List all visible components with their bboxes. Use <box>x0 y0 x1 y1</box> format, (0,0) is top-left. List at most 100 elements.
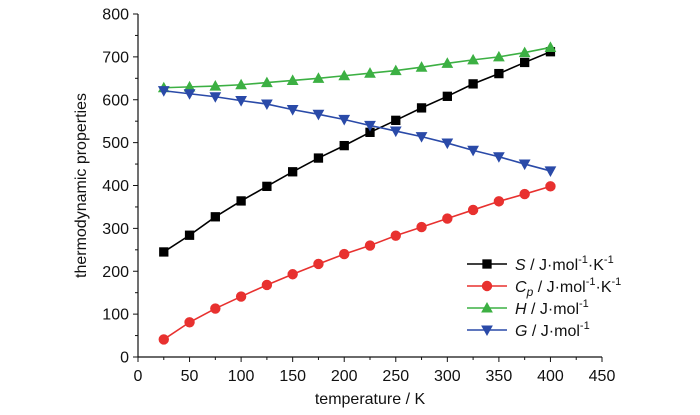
legend-marker <box>481 325 493 337</box>
data-point-Cp <box>390 230 401 241</box>
legend-item-S: S / J·mol-1·K-1 <box>467 254 614 274</box>
x-tick-label: 0 <box>134 368 143 385</box>
data-point-G <box>312 109 325 121</box>
axes <box>137 14 602 358</box>
data-point-Cp <box>364 240 376 251</box>
data-point-H <box>441 57 454 68</box>
data-point-G <box>157 86 170 97</box>
data-point-Cp <box>467 204 479 216</box>
data-point-H <box>518 46 531 58</box>
data-point-H <box>286 74 299 86</box>
y-tick-label: 600 <box>102 92 129 109</box>
data-point-H <box>389 64 402 76</box>
series-layer <box>157 41 557 345</box>
x-tick-label: 350 <box>486 368 513 385</box>
series-line-Cp <box>163 185 551 341</box>
data-point-G <box>209 92 222 103</box>
data-point-Cp <box>261 279 273 291</box>
series-line-H <box>163 46 551 89</box>
series-line-G <box>163 89 551 172</box>
legend-label: Cp / J·mol-1·K-1 <box>515 276 621 299</box>
legend-label: S / J·mol-1·K-1 <box>515 254 614 274</box>
data-point-Cp <box>545 181 556 192</box>
x-tick-label: 300 <box>434 368 461 385</box>
data-point-H <box>338 69 351 81</box>
y-tick-label: 0 <box>120 350 129 367</box>
legend: S / J·mol-1·K-1Cp / J·mol-1·K-1H / J·mol… <box>467 254 621 340</box>
y-tick-label: 700 <box>102 49 129 66</box>
data-point-H <box>312 72 325 83</box>
data-point-G <box>518 159 531 171</box>
y-tick-label: 200 <box>102 264 129 281</box>
data-point-S <box>391 115 401 125</box>
y-axis-ticks: 0 100 200 300 400 500 600 700 800 <box>102 7 138 367</box>
data-point-G <box>364 120 376 132</box>
data-point-H <box>415 61 428 72</box>
legend-label: H / J·mol-1 <box>515 298 589 318</box>
x-tick-label: 450 <box>589 368 616 385</box>
data-point-Cp <box>287 269 298 280</box>
data-point-G <box>338 114 351 126</box>
data-point-S <box>184 230 195 240</box>
data-point-H <box>235 78 247 90</box>
x-tick-label: 50 <box>181 368 199 385</box>
data-point-S <box>262 181 272 192</box>
data-point-S <box>442 91 452 101</box>
y-tick-label: 500 <box>102 135 129 152</box>
y-tick-label: 100 <box>102 307 129 324</box>
data-point-H <box>544 41 557 53</box>
x-tick-label: 200 <box>331 368 358 385</box>
y-tick-label: 300 <box>102 221 129 238</box>
data-point-Cp <box>493 196 505 207</box>
data-point-G <box>286 105 299 116</box>
y-axis-title: thermodynamic properties <box>73 93 90 278</box>
data-point-G <box>544 166 557 177</box>
data-point-S <box>416 103 427 113</box>
data-point-S <box>313 153 324 163</box>
y-tick-label: 800 <box>102 7 129 24</box>
legend-marker <box>481 280 493 292</box>
data-point-Cp <box>210 303 221 314</box>
y-tick-label: 400 <box>102 178 129 195</box>
x-tick-label: 150 <box>279 368 306 385</box>
data-point-S <box>520 57 530 68</box>
data-point-S <box>339 140 349 151</box>
x-tick-label: 100 <box>228 368 255 385</box>
legend-item-G: G / J·mol-1 <box>467 320 590 340</box>
legend-marker <box>482 259 492 269</box>
data-point-Cp <box>339 248 350 260</box>
series-H <box>157 41 557 93</box>
legend-marker <box>481 301 493 313</box>
series-line-S <box>163 50 551 253</box>
x-tick-label: 250 <box>382 368 409 385</box>
legend-label: G / J·mol-1 <box>515 320 590 340</box>
data-point-Cp <box>416 221 427 233</box>
x-axis-title: temperature / K <box>315 391 426 408</box>
data-point-H <box>364 67 376 78</box>
x-axis-ticks: 0 50 100 150 200 250 300 350 400 450 <box>134 357 616 385</box>
data-point-Cp <box>184 317 195 328</box>
data-point-Cp <box>235 291 247 302</box>
data-point-Cp <box>519 188 530 200</box>
data-point-S <box>159 247 169 257</box>
legend-item-Cp: Cp / J·mol-1·K-1 <box>467 276 621 299</box>
data-point-Cp <box>442 213 453 224</box>
data-point-G <box>493 152 505 163</box>
data-point-G <box>389 126 402 138</box>
data-point-Cp <box>313 258 324 270</box>
data-point-S <box>288 167 298 177</box>
data-point-H <box>209 80 222 91</box>
legend-item-H: H / J·mol-1 <box>467 298 589 318</box>
data-point-Cp <box>158 334 169 345</box>
series-G <box>157 86 557 177</box>
series-Cp <box>158 181 556 345</box>
data-point-G <box>441 138 454 150</box>
data-point-S <box>494 68 504 79</box>
data-point-S <box>468 79 478 89</box>
data-point-G <box>183 89 196 100</box>
data-point-G <box>467 145 479 157</box>
data-point-G <box>261 99 273 111</box>
data-point-S <box>236 196 246 206</box>
data-point-H <box>493 50 505 62</box>
